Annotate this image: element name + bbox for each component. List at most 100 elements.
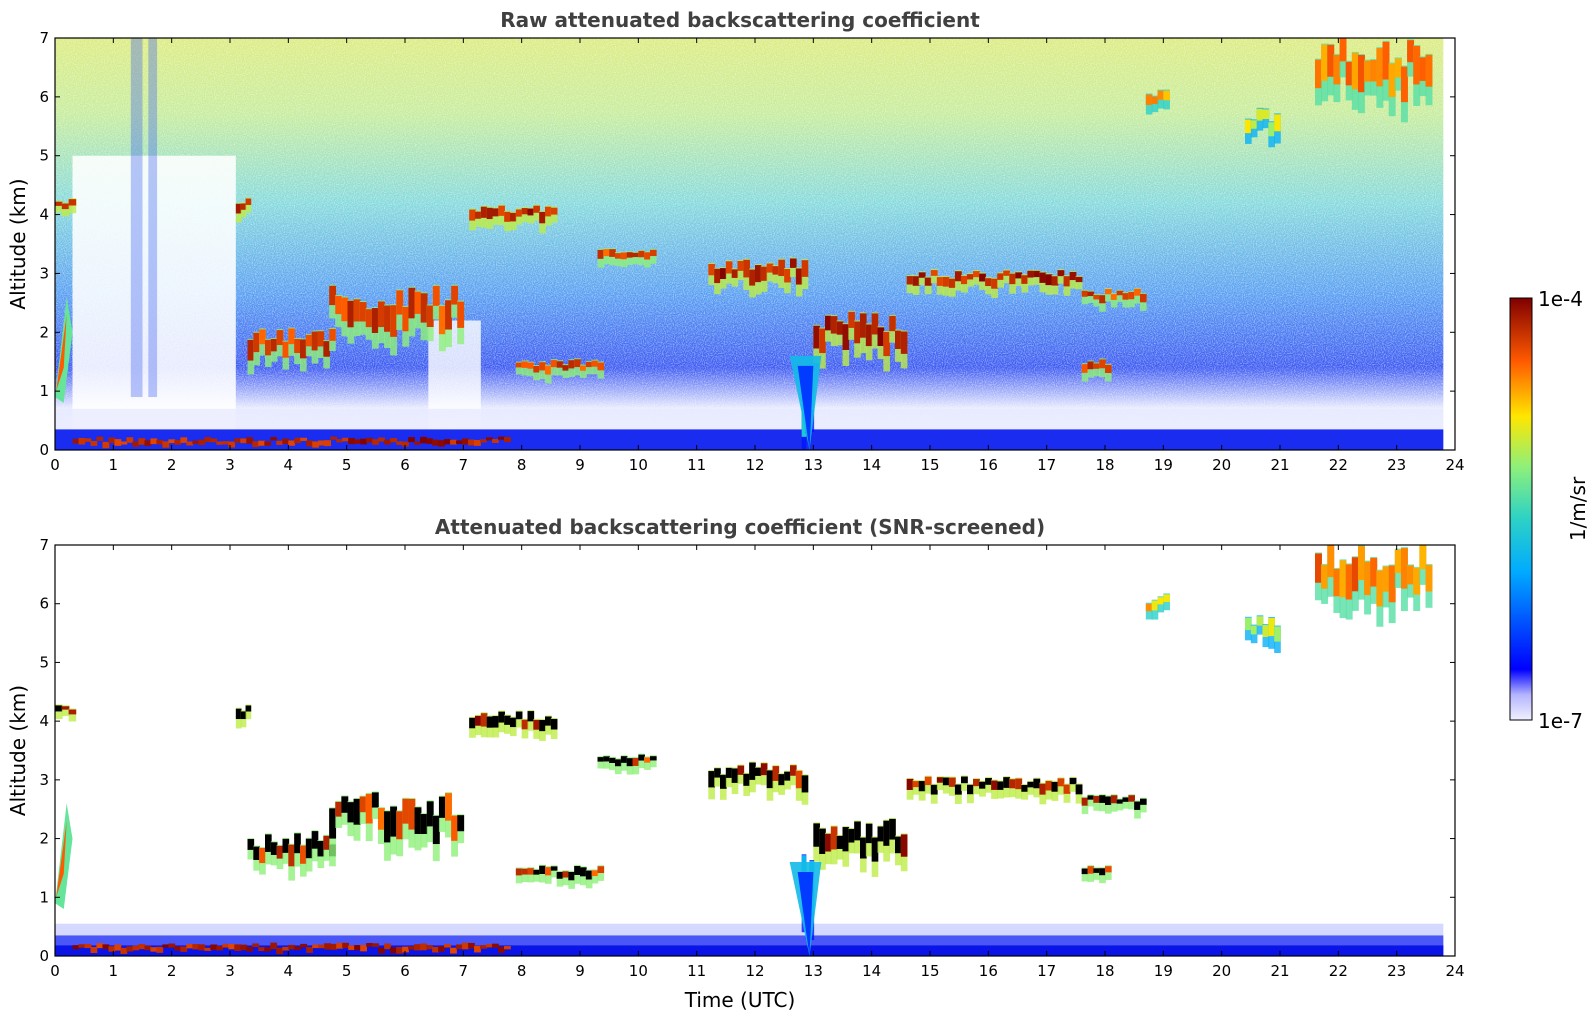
cloud_layer bbox=[235, 708, 242, 720]
boundary_layer bbox=[402, 441, 409, 447]
cloud_layer bbox=[347, 802, 355, 823]
boundary_layer bbox=[102, 441, 110, 449]
cirrus bbox=[1425, 54, 1433, 87]
boundary_layer bbox=[228, 944, 236, 950]
cloud_layer bbox=[842, 324, 850, 350]
cloud_layer bbox=[55, 201, 63, 206]
boundary_layer bbox=[204, 437, 212, 443]
cloud_layer bbox=[521, 719, 529, 730]
cloud_layer bbox=[1033, 778, 1041, 789]
cloud_layer bbox=[1134, 801, 1141, 810]
cloud-halo bbox=[1122, 292, 1130, 308]
cloud_layer bbox=[1075, 784, 1083, 795]
cloud_layer bbox=[426, 305, 434, 327]
cloud_layer bbox=[985, 278, 992, 287]
cloud_layer bbox=[960, 275, 968, 285]
boundary_layer bbox=[180, 946, 188, 952]
cirrus bbox=[1250, 625, 1258, 635]
cirrus bbox=[1151, 96, 1159, 104]
cloud_layer bbox=[714, 768, 721, 778]
cloud-halo bbox=[55, 200, 63, 213]
boundary_layer bbox=[474, 440, 481, 446]
cloud_layer bbox=[877, 327, 885, 346]
cirrus bbox=[1157, 90, 1165, 100]
boundary_layer bbox=[258, 947, 266, 952]
cirrus bbox=[1351, 557, 1359, 592]
cloud_layer bbox=[918, 272, 926, 278]
boundary_layer bbox=[456, 440, 463, 445]
cloud-halo bbox=[1087, 794, 1095, 807]
cloud_layer bbox=[432, 815, 440, 845]
x-tick-label: 2 bbox=[167, 456, 177, 474]
cloud_layer bbox=[1021, 784, 1029, 792]
surface-band-dense bbox=[55, 945, 1444, 956]
cloud_layer bbox=[341, 796, 349, 813]
cirrus bbox=[1145, 94, 1153, 106]
x-tick-label: 16 bbox=[979, 962, 998, 980]
cloud_layer bbox=[854, 821, 861, 841]
cloud_layer bbox=[1087, 795, 1095, 800]
cirrus bbox=[1145, 603, 1153, 612]
boundary_layer bbox=[162, 441, 170, 448]
cloud_layer bbox=[305, 838, 313, 859]
cloud_layer bbox=[68, 709, 77, 715]
x-tick-label: 6 bbox=[400, 962, 410, 980]
cloud_layer bbox=[1122, 797, 1130, 802]
boundary_layer bbox=[360, 945, 367, 952]
boundary_layer bbox=[396, 946, 403, 954]
boundary_layer bbox=[408, 946, 415, 950]
cirrus bbox=[1151, 600, 1159, 611]
cloud_layer bbox=[1057, 270, 1065, 277]
boundary_layer bbox=[384, 439, 391, 445]
y-tick-label: 6 bbox=[39, 595, 49, 613]
cloud_layer bbox=[533, 719, 540, 730]
cirrus bbox=[1256, 108, 1264, 121]
cloud_layer bbox=[720, 268, 727, 280]
boundary_layer bbox=[474, 945, 481, 953]
x-axis-label: Time (UTC) bbox=[684, 988, 796, 1012]
cloud_layer bbox=[985, 778, 992, 785]
cloud-halo bbox=[1128, 794, 1135, 810]
cloud-halo bbox=[638, 753, 645, 769]
boundary_layer bbox=[372, 439, 379, 445]
boundary_layer bbox=[438, 440, 445, 447]
noise-streak bbox=[130, 38, 143, 398]
boundary_layer bbox=[366, 943, 373, 947]
boundary_layer bbox=[420, 943, 427, 951]
cirrus bbox=[1339, 38, 1347, 62]
boundary_layer bbox=[294, 437, 302, 444]
x-tick-label: 5 bbox=[342, 962, 352, 980]
cloud_layer bbox=[568, 871, 575, 881]
boundary_layer bbox=[414, 441, 421, 445]
boundary_layer bbox=[450, 439, 457, 445]
cloud_layer bbox=[997, 273, 1005, 280]
boundary_layer bbox=[294, 946, 302, 951]
cloud_layer bbox=[515, 868, 523, 876]
cloud_layer bbox=[1140, 798, 1147, 805]
x-tick-label: 8 bbox=[517, 962, 527, 980]
cloud_layer bbox=[1099, 295, 1106, 304]
cloud_layer bbox=[282, 341, 290, 358]
cloud_layer bbox=[341, 297, 349, 322]
raw-backscatter-panel: Raw attenuated backscattering coefficien… bbox=[6, 8, 1465, 474]
cloud_layer bbox=[1003, 270, 1011, 276]
cirrus bbox=[1268, 122, 1275, 137]
boundary_layer bbox=[480, 439, 487, 443]
cloud_layer bbox=[626, 252, 634, 258]
cirrus bbox=[1388, 565, 1396, 603]
cloud-halo bbox=[1122, 796, 1130, 809]
cloud_layer bbox=[1063, 276, 1071, 287]
boundary_layer bbox=[288, 944, 296, 950]
cloud-halo bbox=[973, 270, 980, 285]
cloud_layer bbox=[253, 332, 260, 353]
cloud_layer bbox=[795, 268, 803, 285]
cloud_layer bbox=[469, 717, 476, 729]
boundary_layer bbox=[330, 943, 337, 950]
cloud_layer bbox=[359, 302, 367, 322]
cloud_layer bbox=[979, 781, 986, 789]
cloud_layer bbox=[521, 868, 529, 875]
cloud_layer bbox=[942, 277, 950, 287]
boundary_layer bbox=[396, 441, 403, 445]
cloud-halo bbox=[997, 272, 1005, 288]
boundary_layer bbox=[186, 441, 194, 446]
